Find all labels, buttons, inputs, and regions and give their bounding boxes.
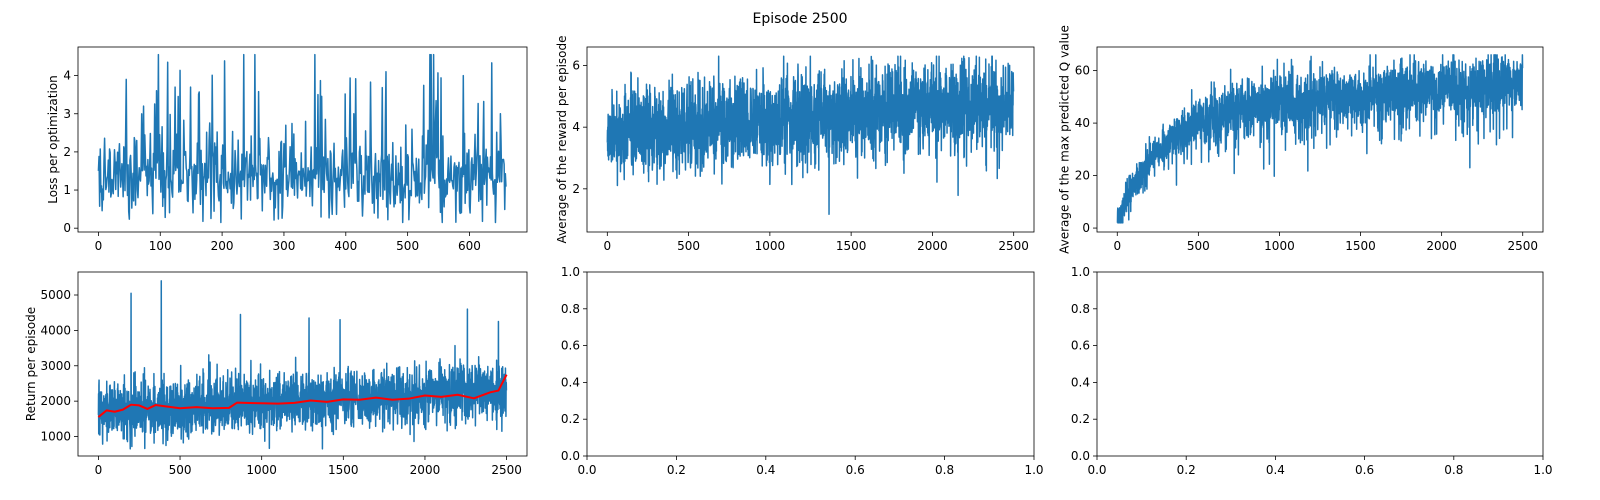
x-tick-label: 2500 — [1507, 239, 1538, 253]
x-tick-label: 300 — [272, 239, 295, 253]
x-tick-label: 0 — [95, 239, 103, 253]
y-tick-label: 4 — [63, 69, 71, 83]
x-tick-label: 1500 — [1345, 239, 1376, 253]
x-tick-label: 2000 — [410, 463, 441, 477]
series-line-return — [97, 280, 508, 450]
series-line-max-q — [1116, 54, 1524, 224]
series-line-avg-reward — [606, 55, 1015, 215]
y-tick-label: 1.0 — [1071, 265, 1090, 279]
y-tick-label: 0.4 — [561, 375, 580, 389]
y-tick-label: 0.8 — [1071, 302, 1090, 316]
y-tick-label: 0.6 — [561, 339, 580, 353]
y-axis-label: Average of the max predicted Q value — [1058, 25, 1072, 254]
x-tick-label: 1.0 — [1533, 463, 1552, 477]
y-tick-label: 0.8 — [561, 302, 580, 316]
y-tick-label: 4 — [572, 120, 580, 134]
y-axis-label: Loss per optimization — [46, 75, 60, 204]
y-tick-label: 0.0 — [1071, 449, 1090, 463]
axes-frame-empty-1 — [586, 271, 1035, 457]
x-tick-label: 1.0 — [1024, 463, 1043, 477]
y-tick-label: 6 — [572, 59, 580, 73]
subplot-empty-2: 0.0 0.2 0.4 0.6 0.8 1.0 0.0 0.2 0.4 0.6 0.8 1.0 — [1071, 265, 1553, 477]
x-tick-label: 0.2 — [667, 463, 686, 477]
y-tick-label: 3000 — [40, 359, 71, 373]
y-tick-label: 0.6 — [1071, 339, 1090, 353]
x-tick-label: 0.6 — [846, 463, 865, 477]
y-tick-label: 0.2 — [561, 412, 580, 426]
y-tick-label: 1000 — [40, 430, 71, 444]
axes-frame-max-q — [1096, 46, 1544, 233]
y-tick-label: 20 — [1075, 169, 1090, 183]
x-tick-label: 0.8 — [935, 463, 954, 477]
y-tick-label: 2000 — [40, 394, 71, 408]
x-tick-label: 200 — [211, 239, 234, 253]
y-tick-label: 0.4 — [1071, 375, 1090, 389]
x-tick-label: 0.8 — [1444, 463, 1463, 477]
y-tick-label: 0.2 — [1071, 412, 1090, 426]
y-tick-label: 3 — [63, 107, 71, 121]
y-tick-label: 2 — [572, 182, 580, 196]
subplot-return: 0 500 1000 1500 2000 2500 1000 2000 3000 4000 5000… — [24, 271, 528, 477]
x-tick-label: 1000 — [1264, 239, 1295, 253]
y-axis-label: Average of the reward per episode — [555, 35, 569, 243]
x-tick-label: 0 — [603, 239, 611, 253]
x-tick-label: 2000 — [1426, 239, 1457, 253]
moving-average-line-return — [97, 374, 508, 418]
x-tick-label: 0.2 — [1177, 463, 1196, 477]
axes-frame-return — [77, 271, 528, 457]
series-line-loss — [97, 53, 507, 224]
y-tick-label: 4000 — [40, 323, 71, 337]
y-tick-label: 40 — [1075, 116, 1090, 130]
x-tick-label: 2000 — [917, 239, 948, 253]
x-tick-label: 0.4 — [756, 463, 775, 477]
x-tick-label: 100 — [149, 239, 172, 253]
y-tick-label: 0.0 — [561, 449, 580, 463]
x-tick-label: 0 — [95, 463, 103, 477]
y-tick-label: 1.0 — [561, 265, 580, 279]
axes-frame-empty-2 — [1096, 271, 1544, 457]
y-tick-label: 1 — [63, 183, 71, 197]
x-tick-label: 0.6 — [1355, 463, 1374, 477]
x-tick-label: 600 — [458, 239, 481, 253]
y-tick-label: 0 — [1082, 221, 1090, 235]
x-tick-label: 0 — [1113, 239, 1121, 253]
figure-suptitle: Episode 2500 — [752, 11, 847, 27]
y-tick-label: 60 — [1075, 64, 1090, 78]
x-tick-label: 1500 — [328, 463, 359, 477]
axes-frame-avg-reward — [586, 46, 1035, 233]
x-tick-label: 500 — [169, 463, 192, 477]
x-tick-label: 0.0 — [577, 463, 596, 477]
x-tick-label: 2500 — [491, 463, 522, 477]
y-tick-label: 0 — [63, 221, 71, 235]
x-tick-label: 500 — [396, 239, 419, 253]
x-tick-label: 1000 — [755, 239, 786, 253]
axes-frame-loss — [77, 46, 528, 233]
x-tick-label: 0.0 — [1087, 463, 1106, 477]
y-tick-label: 2 — [63, 145, 71, 159]
x-tick-label: 1000 — [246, 463, 277, 477]
y-axis-label: Return per episode — [24, 307, 38, 421]
subplot-empty-1: 0.0 0.2 0.4 0.6 0.8 1.0 0.0 0.2 0.4 0.6 0.8 1.0 — [561, 265, 1044, 477]
x-tick-label: 500 — [677, 239, 700, 253]
x-tick-label: 500 — [1187, 239, 1210, 253]
x-tick-label: 2500 — [998, 239, 1029, 253]
x-tick-label: 400 — [334, 239, 357, 253]
x-tick-label: 1500 — [836, 239, 867, 253]
y-tick-label: 5000 — [40, 288, 71, 302]
x-tick-label: 0.4 — [1266, 463, 1285, 477]
